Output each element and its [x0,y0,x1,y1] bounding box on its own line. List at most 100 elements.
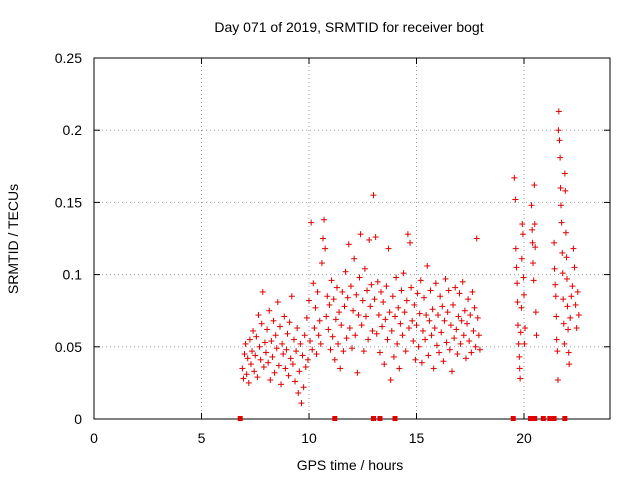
data-point [241,351,248,358]
data-point [556,137,563,144]
data-point [570,245,577,252]
data-point [437,293,444,300]
data-point [530,260,537,267]
data-point [329,333,336,340]
data-point [310,280,317,287]
data-point [322,245,329,252]
data-point [521,340,528,347]
data-point [239,365,246,372]
data-point [273,345,280,352]
zero-marker [377,416,383,421]
data-point [559,249,566,256]
data-point [469,288,476,295]
data-point [438,329,445,336]
data-point [431,325,438,332]
data-point [436,349,443,356]
data-point [375,312,382,319]
data-point [470,327,477,334]
data-point [401,309,408,316]
data-point [427,287,434,294]
data-point [513,264,520,271]
data-point [314,288,321,295]
data-point [372,234,379,241]
data-point [317,340,324,347]
zero-marker [547,416,553,421]
data-point [419,327,426,334]
data-point [519,221,526,228]
data-point [435,312,441,319]
data-point [325,326,332,333]
zero-marker [371,416,376,421]
data-point [384,336,391,343]
data-point [296,368,303,375]
data-point [388,327,395,334]
data-point [260,364,267,371]
data-point [343,335,350,342]
data-point [448,368,455,375]
data-point [266,307,273,314]
data-point [282,365,289,372]
data-point [421,294,428,301]
data-point [357,231,364,238]
data-point [561,340,568,347]
data-point [567,314,574,321]
data-point [264,326,271,333]
data-point [432,280,439,287]
data-point [380,299,387,306]
data-point [429,306,436,313]
data-point [366,236,373,243]
data-point [313,351,320,358]
data-point [408,284,415,291]
data-point [354,369,361,376]
data-point [353,291,360,298]
data-point [568,293,575,300]
chart-title: Day 071 of 2019, SRMTID for receiver bog… [214,19,483,35]
data-point [376,349,383,356]
data-point [444,309,451,316]
data-point [364,287,371,294]
data-point [475,332,482,339]
data-point [331,356,338,363]
data-point [572,301,579,308]
data-point [516,353,523,360]
data-point [552,293,559,300]
data-point [345,241,352,248]
data-point [562,187,569,194]
data-point [553,313,560,320]
data-point [373,330,380,337]
data-point [275,362,282,369]
data-point [551,265,558,272]
data-point [560,320,567,327]
data-point [370,192,377,199]
data-point [271,369,278,376]
data-point [564,275,570,282]
data-point [283,346,290,353]
data-point [390,353,397,360]
data-point [287,355,294,362]
data-point [555,108,562,115]
data-point [425,352,432,359]
y-tick-label: 0.2 [63,122,83,138]
data-point [336,309,343,316]
data-point [288,293,295,300]
zero-marker [392,416,398,421]
data-point [362,313,369,320]
data-point [441,317,448,324]
data-point [395,304,402,311]
data-point [400,270,407,277]
data-point [414,290,421,297]
data-point [257,356,264,363]
data-point [318,260,325,267]
data-point [433,342,440,349]
data-point [290,336,297,343]
data-point [445,287,452,294]
data-point [281,313,288,320]
data-point [332,316,339,323]
zero-marker [540,416,546,421]
data-point [442,275,449,282]
data-point [378,288,385,295]
data-point [422,336,429,343]
data-point [351,255,358,262]
data-point [311,325,318,332]
data-point [383,283,390,290]
